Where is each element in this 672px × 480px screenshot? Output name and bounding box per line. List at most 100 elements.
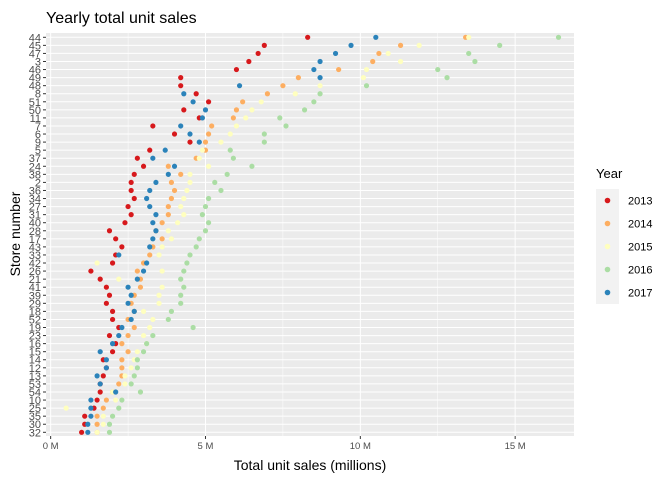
data-point-2015-store-30 — [100, 421, 106, 427]
data-point-2014-store-7 — [209, 123, 215, 129]
data-point-2017-store-26 — [140, 268, 147, 274]
data-point-2014-store-15 — [125, 349, 131, 355]
data-point-2015-store-12 — [128, 365, 134, 371]
data-point-2013-store-10 — [94, 397, 100, 403]
data-point-2017-store-42 — [144, 260, 150, 266]
data-point-2015-store-17 — [168, 236, 175, 242]
data-point-2013-store-36 — [128, 187, 134, 194]
y-tick-label: 48 — [29, 81, 41, 93]
data-point-2016-store-30 — [106, 421, 113, 427]
data-point-2014-store-27 — [165, 203, 171, 210]
data-point-2014-store-51 — [240, 99, 246, 105]
data-point-2016-store-35 — [109, 413, 116, 419]
data-point-2013-store-5 — [147, 147, 153, 153]
data-point-2013-store-29 — [103, 300, 109, 306]
data-point-2015-store-11 — [243, 115, 249, 121]
data-point-2015-store-7 — [233, 123, 240, 129]
data-point-2013-store-46 — [233, 66, 240, 73]
data-point-2014-store-31 — [165, 212, 171, 218]
data-point-2013-store-13 — [100, 373, 106, 379]
data-point-2014-store-14 — [119, 357, 125, 363]
data-point-2015-store-19 — [147, 324, 153, 331]
data-point-2017-store-14 — [103, 357, 109, 363]
y-tick-label: 12 — [29, 363, 41, 375]
data-point-2014-store-12 — [119, 365, 125, 371]
data-point-2017-store-40 — [150, 220, 156, 226]
data-point-2013-store-50 — [181, 107, 187, 113]
data-point-2015-store-39 — [156, 292, 162, 298]
data-point-2017-store-25 — [88, 405, 94, 411]
data-point-2013-store-8 — [193, 91, 199, 97]
data-point-2016-store-9 — [261, 139, 267, 145]
legend-key-2016 — [604, 266, 611, 273]
data-point-2014-store-53 — [116, 381, 122, 387]
y-tick-label: 40 — [29, 218, 41, 230]
data-point-2016-store-37 — [230, 155, 236, 161]
data-point-2013-store-26 — [88, 268, 94, 274]
y-tick-label: 3 — [35, 56, 41, 68]
data-point-2015-store-18 — [140, 308, 147, 314]
legend-key-2015 — [604, 243, 611, 250]
x-axis-title: Total unit sales (millions) — [234, 457, 387, 473]
data-point-2016-store-26 — [181, 268, 187, 274]
data-point-2017-store-33 — [116, 252, 122, 258]
data-point-2013-store-17 — [113, 236, 119, 242]
data-point-2013-store-18 — [109, 308, 116, 314]
y-tick-label: 44 — [29, 32, 41, 44]
data-point-2016-store-29 — [178, 300, 184, 306]
data-point-2017-store-34 — [144, 195, 150, 202]
data-point-2013-store-24 — [140, 163, 147, 169]
data-point-2015-store-3 — [397, 58, 404, 65]
data-point-2013-store-28 — [106, 228, 113, 234]
data-point-2014-store-30 — [94, 421, 100, 427]
data-point-2013-store-34 — [131, 195, 137, 202]
data-point-2017-store-27 — [147, 203, 153, 210]
data-point-2015-store-25 — [63, 405, 69, 411]
data-point-2016-store-43 — [193, 244, 199, 250]
legend-label-2013: 2013 — [628, 196, 652, 208]
y-tick-label: 35 — [29, 411, 41, 423]
data-point-2015-store-6 — [227, 131, 233, 137]
data-point-2013-store-6 — [171, 131, 178, 137]
data-point-2015-store-10 — [113, 397, 119, 403]
data-point-2016-store-39 — [178, 292, 184, 298]
data-point-2016-store-45 — [497, 42, 503, 48]
y-tick-label: 9 — [35, 137, 41, 149]
data-point-2013-store-15 — [109, 349, 116, 355]
x-tick-label: 15 M — [505, 441, 526, 452]
data-point-2017-store-18 — [131, 308, 137, 314]
data-point-2013-store-54 — [97, 389, 103, 395]
data-point-2015-store-32 — [94, 429, 100, 435]
y-tick-label: 27 — [29, 202, 41, 214]
x-axis-ticks: 0 M 5 M 10 M 15 M — [43, 436, 526, 452]
y-axis-title: Store number — [7, 191, 23, 276]
chart-title: Yearly total unit sales — [46, 10, 197, 27]
y-tick-label: 49 — [29, 73, 41, 85]
y-tick-label: 28 — [29, 226, 41, 238]
y-tick-label: 43 — [29, 242, 41, 254]
data-point-2015-store-13 — [122, 373, 128, 379]
data-point-2016-store-21 — [178, 276, 184, 282]
data-point-2016-store-47 — [466, 50, 472, 57]
data-point-2015-store-48 — [317, 83, 323, 89]
y-tick-label: 29 — [29, 298, 41, 310]
data-point-2017-store-49 — [317, 75, 323, 81]
data-point-2014-store-36 — [171, 187, 178, 194]
data-point-2013-store-39 — [106, 292, 113, 298]
data-point-2017-store-29 — [125, 300, 131, 306]
x-tick-label: 5 M — [198, 441, 214, 452]
data-point-2017-store-32 — [85, 429, 91, 435]
y-tick-label: 31 — [29, 210, 41, 222]
data-points — [63, 34, 562, 435]
y-tick-label: 17 — [29, 234, 41, 246]
data-point-2014-store-38 — [178, 171, 184, 177]
data-point-2017-store-10 — [88, 397, 94, 403]
data-point-2017-store-6 — [187, 131, 193, 137]
data-point-2016-store-50 — [301, 107, 308, 113]
data-point-2017-store-19 — [119, 324, 125, 331]
data-point-2013-store-44 — [305, 34, 311, 40]
data-point-2015-store-51 — [258, 99, 264, 105]
data-point-2013-store-40 — [122, 220, 128, 226]
y-tick-label: 16 — [29, 339, 41, 351]
y-tick-label: 46 — [29, 65, 41, 77]
